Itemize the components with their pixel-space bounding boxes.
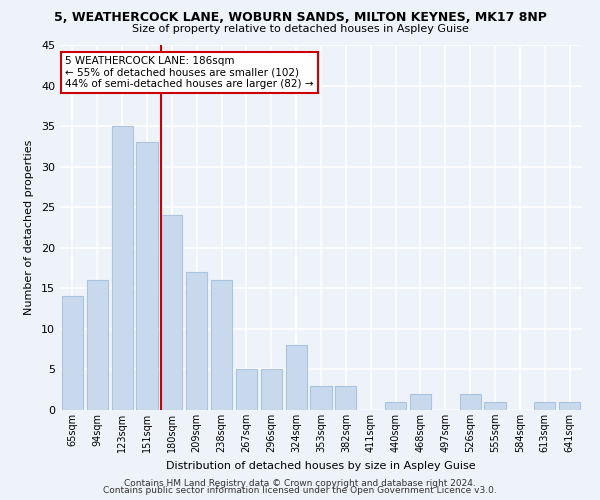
Bar <box>410 394 431 410</box>
Bar <box>460 394 481 410</box>
Text: Contains HM Land Registry data © Crown copyright and database right 2024.: Contains HM Land Registry data © Crown c… <box>124 478 476 488</box>
Text: Contains public sector information licensed under the Open Government Licence v3: Contains public sector information licen… <box>103 486 497 495</box>
Bar <box>385 402 406 410</box>
Bar <box>236 370 257 410</box>
Text: 5, WEATHERCOCK LANE, WOBURN SANDS, MILTON KEYNES, MK17 8NP: 5, WEATHERCOCK LANE, WOBURN SANDS, MILTO… <box>53 11 547 24</box>
Bar <box>559 402 580 410</box>
X-axis label: Distribution of detached houses by size in Aspley Guise: Distribution of detached houses by size … <box>166 460 476 470</box>
Bar <box>211 280 232 410</box>
Bar <box>310 386 332 410</box>
Text: 5 WEATHERCOCK LANE: 186sqm
← 55% of detached houses are smaller (102)
44% of sem: 5 WEATHERCOCK LANE: 186sqm ← 55% of deta… <box>65 56 314 89</box>
Bar <box>186 272 207 410</box>
Bar <box>161 216 182 410</box>
Bar <box>112 126 133 410</box>
Bar <box>335 386 356 410</box>
Bar <box>534 402 555 410</box>
Bar <box>484 402 506 410</box>
Bar <box>136 142 158 410</box>
Bar <box>261 370 282 410</box>
Bar <box>286 345 307 410</box>
Bar <box>87 280 108 410</box>
Bar <box>62 296 83 410</box>
Y-axis label: Number of detached properties: Number of detached properties <box>24 140 34 315</box>
Text: Size of property relative to detached houses in Aspley Guise: Size of property relative to detached ho… <box>131 24 469 34</box>
